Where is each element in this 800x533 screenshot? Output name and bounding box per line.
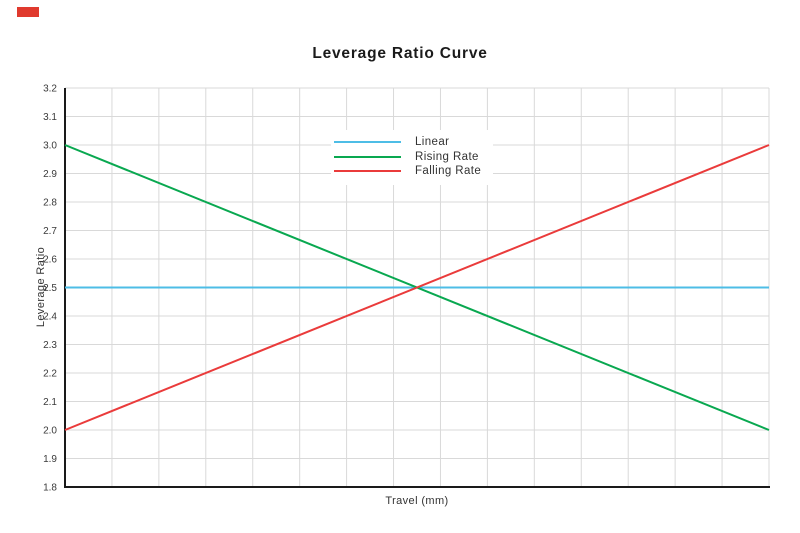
legend-label-rising-rate: Rising Rate: [415, 150, 479, 163]
legend-line-swatch-falling-rate: [334, 170, 401, 173]
y-tick-label: 2.3: [43, 340, 57, 351]
y-tick-label: 3.2: [43, 84, 57, 95]
legend-item-falling-rate: Falling Rate: [334, 164, 481, 179]
legend-item-rising-rate: Rising Rate: [334, 150, 481, 165]
red-marker: [17, 7, 39, 17]
y-tick-label: 2.2: [43, 369, 57, 380]
y-tick-label: 2.4: [43, 312, 57, 323]
y-tick-label: 2.1: [43, 397, 57, 408]
legend-label-linear: Linear: [415, 136, 450, 149]
y-tick-label: 2.5: [43, 283, 57, 294]
legend: Linear Rising Rate Falling Rate: [331, 130, 494, 185]
y-tick-label: 2.6: [43, 255, 57, 266]
legend-label-falling-rate: Falling Rate: [415, 165, 482, 178]
y-tick-label: 1.9: [43, 454, 57, 465]
y-tick-label: 3.1: [43, 112, 57, 123]
legend-line-swatch-linear: [334, 141, 401, 144]
y-tick-label: 2.9: [43, 169, 57, 180]
y-axis-label: Leverage Ratio: [35, 246, 47, 328]
y-tick-label: 1.8: [43, 483, 57, 494]
chart-title: Leverage Ratio Curve: [312, 45, 488, 62]
y-tick-label: 2.7: [43, 226, 57, 237]
x-axis-label: Travel (mm): [385, 495, 449, 507]
legend-line-swatch-rising-rate: [334, 155, 401, 158]
y-tick-label: 3.0: [43, 141, 57, 152]
legend-item-linear: Linear: [334, 135, 481, 150]
y-tick-label: 2.0: [43, 426, 57, 437]
y-tick-label: 2.8: [43, 198, 57, 209]
series-line-falling-rate: [64, 144, 770, 431]
